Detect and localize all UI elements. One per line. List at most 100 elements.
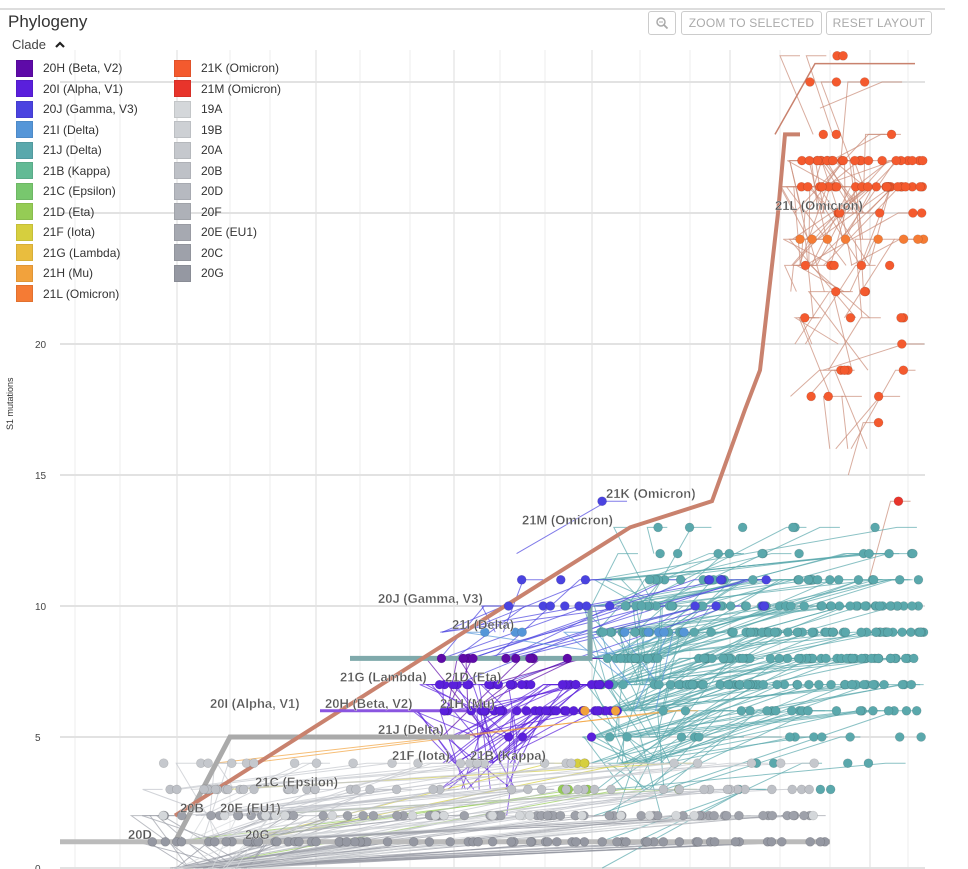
tree-tip [873,417,884,428]
legend-item[interactable]: 21H (Mu) [16,263,174,284]
legend-item[interactable]: 21I (Delta) [16,120,174,141]
tree-tip [916,732,926,742]
clade-label: 21M (Omicron) [522,512,613,527]
tree-tip [643,653,653,664]
chevron-up-icon [54,41,65,48]
tree-tip [877,155,887,166]
tree-tip [579,758,590,769]
tree-tip [525,836,536,847]
tree-tip [709,836,720,847]
tree-tip [815,784,826,795]
tree-tip [577,810,587,821]
legend-item[interactable]: 20J (Gamma, V3) [16,99,174,120]
tree-tip [786,601,796,611]
tree-tip [172,784,182,795]
legend-label: 21L (Omicron) [43,286,120,301]
legend-item[interactable]: 20F [174,202,324,223]
legend-label: 21B (Kappa) [43,163,111,178]
tree-tip [792,679,803,690]
tree-tip [806,391,816,402]
tree-tip [644,574,655,585]
legend-item[interactable]: 21L (Omicron) [16,284,174,305]
legend-swatch [16,80,33,98]
tree-tip [487,836,498,847]
legend-swatch [16,285,33,303]
zoom-button[interactable] [648,11,676,35]
tree-branch [828,317,881,371]
legend-swatch [174,223,191,241]
legend-swatch [174,264,191,282]
tree-branch [794,291,850,345]
tree-tip [772,679,782,690]
tree-tip [907,601,917,611]
tree-tip [436,653,447,664]
legend-item[interactable]: 20D [174,181,324,202]
legend-item[interactable]: 20B [174,161,324,182]
tree-tip [775,758,786,769]
legend-item[interactable]: 21K (Omicron) [174,58,324,79]
tree-tip [246,810,256,821]
tree-tip [826,679,836,690]
reset-layout-button[interactable]: RESET LAYOUT [826,11,932,35]
tree-tip [839,365,850,376]
legend-item[interactable]: 21F (Iota) [16,222,174,243]
tree-tip [659,627,669,638]
tree-tip [424,836,435,847]
tree-tip [466,705,476,716]
legend-item[interactable]: 19B [174,120,324,141]
legend-item[interactable]: 21J (Delta) [16,140,174,161]
tree-tip [693,836,703,847]
tree-tip [487,810,498,821]
tree-tip [901,705,912,716]
tree-tip [758,679,769,690]
legend-swatch [16,121,33,139]
legend-toggle[interactable]: Clade [12,37,66,52]
legend-item[interactable]: 21G (Lambda) [16,243,174,264]
legend-item[interactable]: 21D (Eta) [16,202,174,223]
clade-label: 21I (Delta) [452,617,514,632]
legend-label: 21H (Mu) [43,266,94,281]
y-tick-label: 15 [35,471,47,482]
legend-item[interactable]: 21B (Kappa) [16,161,174,182]
legend-item[interactable]: 20E (EU1) [174,222,324,243]
tree-tip [349,836,360,847]
legend-item[interactable]: 19A [174,99,324,120]
tree-tip [643,627,654,638]
tree-tip [794,574,804,585]
tree-tip [517,732,528,742]
legend-swatch [174,100,191,118]
tree-tip [882,627,893,638]
tree-branch [830,212,866,266]
tree-tip [860,601,870,611]
legend-item[interactable]: 20A [174,140,324,161]
zoom-to-selected-button[interactable]: ZOOM TO SELECTED [681,11,822,35]
legend-swatch [174,80,191,98]
legend-item[interactable]: 20I (Alpha, V1) [16,79,174,100]
tree-tip [765,653,776,664]
tree-tip [829,260,839,271]
legend-item[interactable]: 20H (Beta, V2) [16,58,174,79]
tree-tip [622,732,632,742]
tree-tip [483,679,494,690]
tree-tip [203,758,213,769]
legend-item[interactable]: 20G [174,263,324,284]
legend-item[interactable]: 20C [174,243,324,264]
tree-tip [542,836,553,847]
tree-tip [795,234,805,244]
tree-tip [864,548,874,559]
tree-tip [545,601,556,611]
legend-item[interactable]: 21M (Omicron) [174,79,324,100]
tree-tip [542,810,553,821]
tree-tip [311,836,321,847]
tree-tip [834,601,845,611]
tree-tip [671,810,681,821]
legend-item[interactable]: 21C (Epsilon) [16,181,174,202]
legend-swatch [174,141,191,159]
tree-branch [788,238,857,319]
tree-tip [407,810,418,821]
tree-tip [723,679,733,690]
tree-tip [911,705,922,716]
tree-tip [589,784,600,795]
tree-tip [630,653,641,664]
